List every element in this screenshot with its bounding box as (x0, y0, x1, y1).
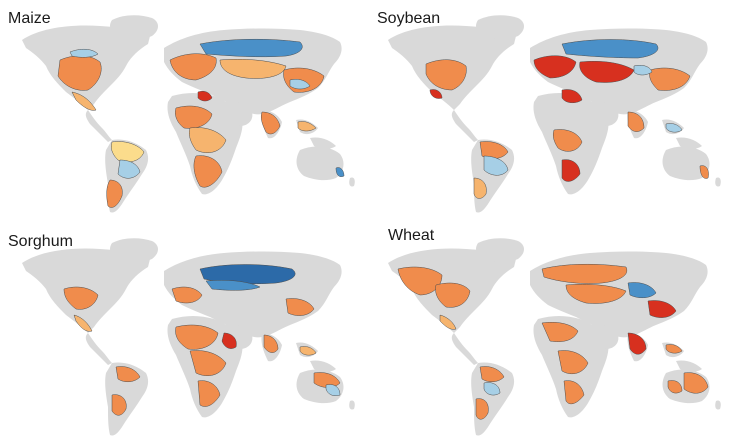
region-africa-central (189, 127, 227, 153)
region-mexico (73, 314, 93, 332)
map-panel-soybean: Soybean (366, 0, 732, 223)
region-china (647, 300, 677, 318)
region-se-asia (665, 123, 683, 133)
region-russia (561, 39, 659, 59)
region-sa-north (479, 366, 505, 382)
region-sa-north (115, 366, 141, 382)
region-australia-west (667, 380, 683, 394)
region-asia-blue (627, 282, 657, 298)
region-africa-central (557, 350, 589, 374)
region-africa-south (193, 155, 223, 188)
panel-title-soybean: Soybean (377, 10, 441, 27)
region-australia-east (683, 372, 709, 394)
region-sa-south (475, 398, 489, 420)
region-india (263, 334, 279, 353)
region-india (627, 111, 645, 132)
world-map-maize (22, 15, 355, 213)
region-na-gulf (429, 89, 443, 99)
region-africa-central (189, 350, 227, 376)
region-russia-light (205, 280, 261, 291)
panel-title-maize: Maize (8, 10, 51, 27)
region-mexico (71, 91, 97, 111)
map-panel-wheat: Wheat (366, 223, 732, 446)
region-sa-brazil (117, 159, 141, 179)
region-australia (699, 165, 709, 179)
region-africa-red (221, 332, 237, 349)
map-panel-sorghum: Sorghum (0, 223, 366, 446)
region-russia (199, 38, 303, 58)
region-europe-russia (541, 263, 628, 284)
region-africa-central (552, 129, 583, 152)
region-sa-brazil (483, 155, 509, 176)
region-australia-east (325, 384, 341, 396)
region-sa-mid (483, 382, 501, 396)
region-se-asia (665, 344, 683, 354)
panel-title-wheat: Wheat (388, 227, 435, 244)
map-panel-maize: Maize (0, 0, 366, 223)
region-na-east (425, 59, 467, 91)
region-central-asia (219, 59, 287, 79)
region-africa-north (175, 324, 219, 350)
region-africa-south (197, 380, 221, 407)
region-china-blue (633, 65, 653, 76)
world-map-soybean (388, 15, 721, 213)
region-china-blue (289, 79, 311, 90)
region-china (285, 298, 315, 316)
world-map-sorghum (22, 238, 355, 436)
region-australia-north (313, 372, 341, 388)
region-na-east (63, 286, 99, 310)
panel-title-sorghum: Sorghum (8, 233, 73, 250)
region-europe (169, 53, 217, 81)
region-india (260, 111, 281, 135)
region-na-east (435, 282, 471, 308)
region-se-asia (299, 346, 317, 356)
region-africa-red (197, 91, 213, 102)
world-map-wheat (388, 238, 721, 436)
region-africa-north (541, 322, 579, 342)
region-india (627, 332, 647, 355)
region-europe (533, 55, 577, 79)
region-africa-south (563, 380, 585, 405)
region-sa-south (473, 177, 487, 199)
region-sa-south (111, 394, 127, 416)
region-mexico (439, 314, 457, 330)
region-africa-red-north (561, 89, 583, 103)
region-europe (171, 286, 203, 304)
region-china (649, 67, 691, 91)
region-africa-south (561, 159, 581, 182)
region-na-north (69, 49, 99, 58)
region-central-asia (579, 61, 635, 83)
region-africa-west (175, 105, 213, 129)
region-australia (335, 167, 345, 177)
region-sa-north (111, 141, 145, 163)
region-central-asia (565, 284, 627, 304)
region-sa-south (106, 179, 123, 208)
region-se-asia (297, 121, 317, 132)
